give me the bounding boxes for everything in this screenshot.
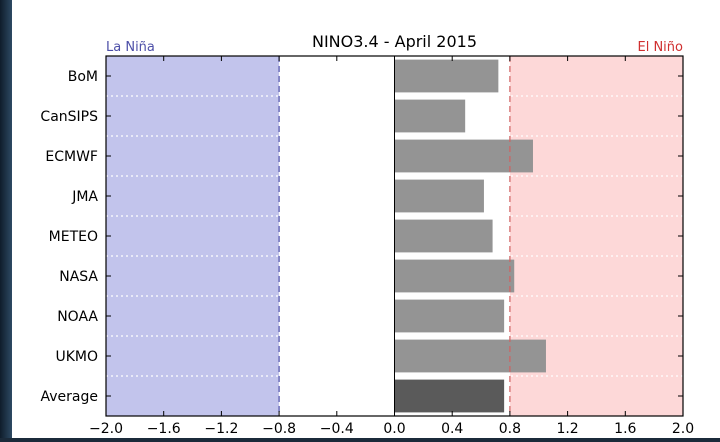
bar-noaa [394, 299, 505, 333]
bar-meteo [394, 219, 493, 253]
la-nina-region [106, 56, 280, 416]
y-tick-label: JMA [71, 189, 98, 205]
chart-title: NINO3.4 - April 2015 [312, 32, 477, 51]
x-tick-label: 1.6 [614, 421, 636, 437]
y-tick-label: NASA [59, 269, 98, 285]
bar-ukmo [394, 339, 546, 373]
x-tick-label: −0.8 [262, 421, 296, 437]
desktop-edge [0, 0, 12, 438]
y-tick-label: CanSIPS [40, 109, 98, 125]
el-nino-label: El Niño [638, 40, 684, 55]
x-tick-label: −0.4 [320, 421, 354, 437]
x-tick-label: 1.2 [556, 421, 578, 437]
x-tick-label: −1.2 [204, 421, 238, 437]
bar-cansips [394, 99, 466, 133]
x-tick-label: 0.8 [499, 421, 521, 437]
x-tick-label: 0.0 [383, 421, 405, 437]
bar-ecmwf [394, 139, 533, 173]
bar-bom [394, 59, 499, 93]
la-nina-label: La Niña [106, 40, 155, 55]
y-tick-label: UKMO [55, 349, 98, 365]
x-tick-label: −2.0 [89, 421, 123, 437]
y-tick-label: BoM [68, 69, 98, 85]
y-tick-label: METEO [49, 229, 98, 245]
figure-window: BoM CanSIPS ECMWF JMA METEO NASA NOAA UKMO Avera… [12, 0, 720, 438]
bar-nasa [394, 259, 515, 293]
enso-forecast-chart: BoM CanSIPS ECMWF JMA METEO NASA NOAA UKMO Avera… [40, 32, 694, 437]
bar-jma [394, 179, 484, 213]
x-tick-label: 0.4 [441, 421, 463, 437]
y-tick-label: ECMWF [45, 149, 98, 165]
x-tick-label: 2.0 [672, 421, 694, 437]
bar-average [394, 379, 505, 413]
x-tick-label: −1.6 [147, 421, 181, 437]
y-tick-label: Average [41, 389, 99, 405]
y-tick-label: NOAA [57, 309, 98, 325]
